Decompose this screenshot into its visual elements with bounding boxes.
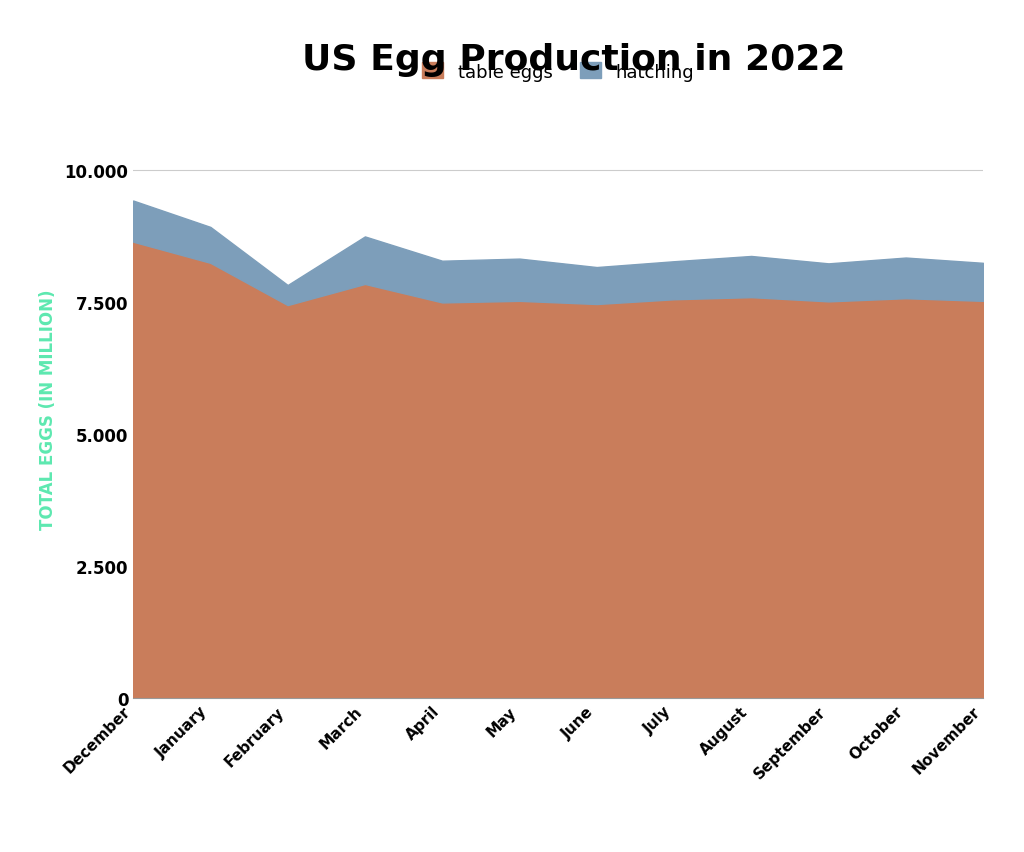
Legend: table eggs, hatching: table eggs, hatching [413,55,703,90]
Text: TOTAL EGGS (IN MILLION): TOTAL EGGS (IN MILLION) [39,289,57,529]
Text: M  O  N  T  H: M O N T H [501,803,646,824]
Text: US Egg Production in 2022: US Egg Production in 2022 [302,43,845,77]
